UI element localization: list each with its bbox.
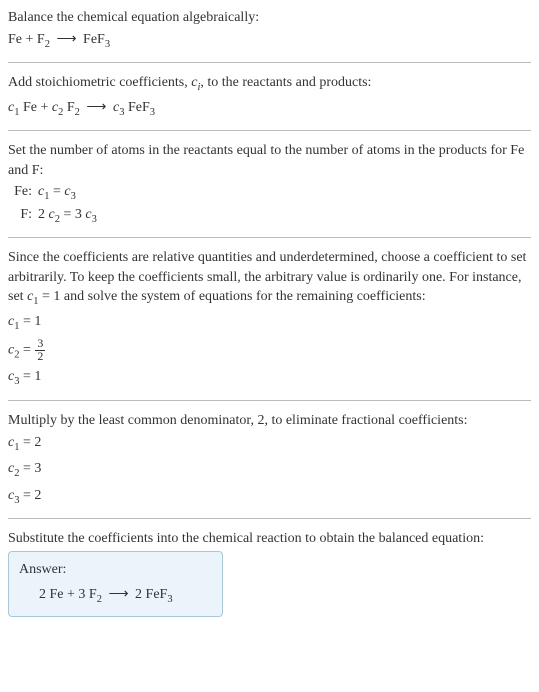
balanced-equation: 2 Fe + 3 F2 ⟶ 2 FeF3: [19, 585, 212, 607]
condition-equation: c1 = c3: [38, 182, 531, 204]
text-part-b: = 1 and solve the system of equations fo…: [39, 289, 426, 304]
divider: [8, 237, 531, 238]
instruction-text: Substitute the coefficients into the che…: [8, 529, 531, 549]
section-add-coefficients: Add stoichiometric coefficients, ci, to …: [8, 73, 531, 120]
condition-equation: 2 c2 = 3 c3: [38, 205, 531, 227]
term-f2: 3 F2: [78, 587, 102, 602]
f-sub: 2: [97, 594, 102, 605]
condition-table: Fe: c1 = c3 F: 2 c2 = 3 c3: [8, 182, 531, 227]
unbalanced-equation: Fe + F2 ⟶ FeF3: [8, 30, 531, 52]
value: = 1: [19, 314, 41, 329]
element-label: Fe:: [8, 182, 38, 204]
answer-label: Answer:: [19, 560, 212, 580]
instruction-text: Balance the chemical equation algebraica…: [8, 8, 531, 28]
instruction-text: Set the number of atoms in the reactants…: [8, 141, 531, 180]
equals: = 3: [60, 207, 85, 222]
coefficient-equation: c1 Fe + c2 F2 ⟶ c3 FeF3: [8, 98, 531, 120]
section-atom-balance: Set the number of atoms in the reactants…: [8, 141, 531, 227]
term-fef3: 2 FeF3: [135, 587, 173, 602]
term-fe: 2 Fe: [39, 587, 64, 602]
fef-symbol: FeF: [83, 32, 105, 47]
equals: =: [19, 343, 34, 358]
plus: +: [40, 100, 48, 115]
plus: +: [26, 32, 34, 47]
solution-line: c2 = 3: [8, 459, 531, 481]
species-f: F: [63, 100, 74, 115]
divider: [8, 400, 531, 401]
rhs-sub: 3: [92, 214, 97, 225]
reactant-f2: F2: [37, 32, 50, 47]
solution-line: c3 = 1: [8, 367, 531, 389]
solution-line: c1 = 2: [8, 433, 531, 455]
value: = 1: [19, 369, 41, 384]
text-part-a: Add stoichiometric coefficients,: [8, 75, 191, 90]
text-part-b: , to the reactants and products:: [200, 75, 371, 90]
product-fef3: FeF3: [83, 32, 110, 47]
f-symbol: F: [37, 32, 45, 47]
value: = 3: [19, 461, 41, 476]
instruction-text: Multiply by the least common denominator…: [8, 411, 531, 431]
instruction-text: Add stoichiometric coefficients, ci, to …: [8, 73, 531, 95]
arrow-icon: ⟶: [56, 30, 76, 50]
plus: +: [67, 587, 75, 602]
arrow-icon: ⟶: [86, 98, 106, 118]
rhs-sub: 3: [71, 191, 76, 202]
element-label: F:: [8, 205, 38, 227]
table-row: F: 2 c2 = 3 c3: [8, 205, 531, 227]
solution-line: c3 = 2: [8, 486, 531, 508]
equals: =: [49, 184, 64, 199]
divider: [8, 62, 531, 63]
section-balance-instruction: Balance the chemical equation algebraica…: [8, 8, 531, 52]
table-row: Fe: c1 = c3: [8, 182, 531, 204]
fraction: 32: [35, 338, 45, 363]
species-fe: Fe: [19, 100, 37, 115]
divider: [8, 130, 531, 131]
fef3-sub: 3: [150, 106, 155, 117]
fef-symbol: 2 FeF: [135, 587, 167, 602]
species-fef: FeF: [124, 100, 149, 115]
reactant-fe: Fe: [8, 32, 22, 47]
section-final: Substitute the coefficients into the che…: [8, 529, 531, 617]
divider: [8, 518, 531, 519]
instruction-text: Since the coefficients are relative quan…: [8, 248, 531, 310]
fef-sub: 3: [167, 594, 172, 605]
section-solve: Since the coefficients are relative quan…: [8, 248, 531, 390]
answer-box: Answer: 2 Fe + 3 F2 ⟶ 2 FeF3: [8, 551, 223, 617]
value: = 2: [19, 435, 41, 450]
solution-line: c2 = 32: [8, 338, 531, 363]
pre-coef: 2: [38, 207, 49, 222]
solution-line: c1 = 1: [8, 312, 531, 334]
denominator: 2: [35, 351, 45, 363]
fef-subscript: 3: [105, 38, 110, 49]
f-symbol: 3 F: [78, 587, 96, 602]
value: = 2: [19, 488, 41, 503]
f-subscript: 2: [45, 38, 50, 49]
f2-sub: 2: [75, 106, 80, 117]
arrow-icon: ⟶: [108, 585, 128, 605]
section-lcd: Multiply by the least common denominator…: [8, 411, 531, 508]
